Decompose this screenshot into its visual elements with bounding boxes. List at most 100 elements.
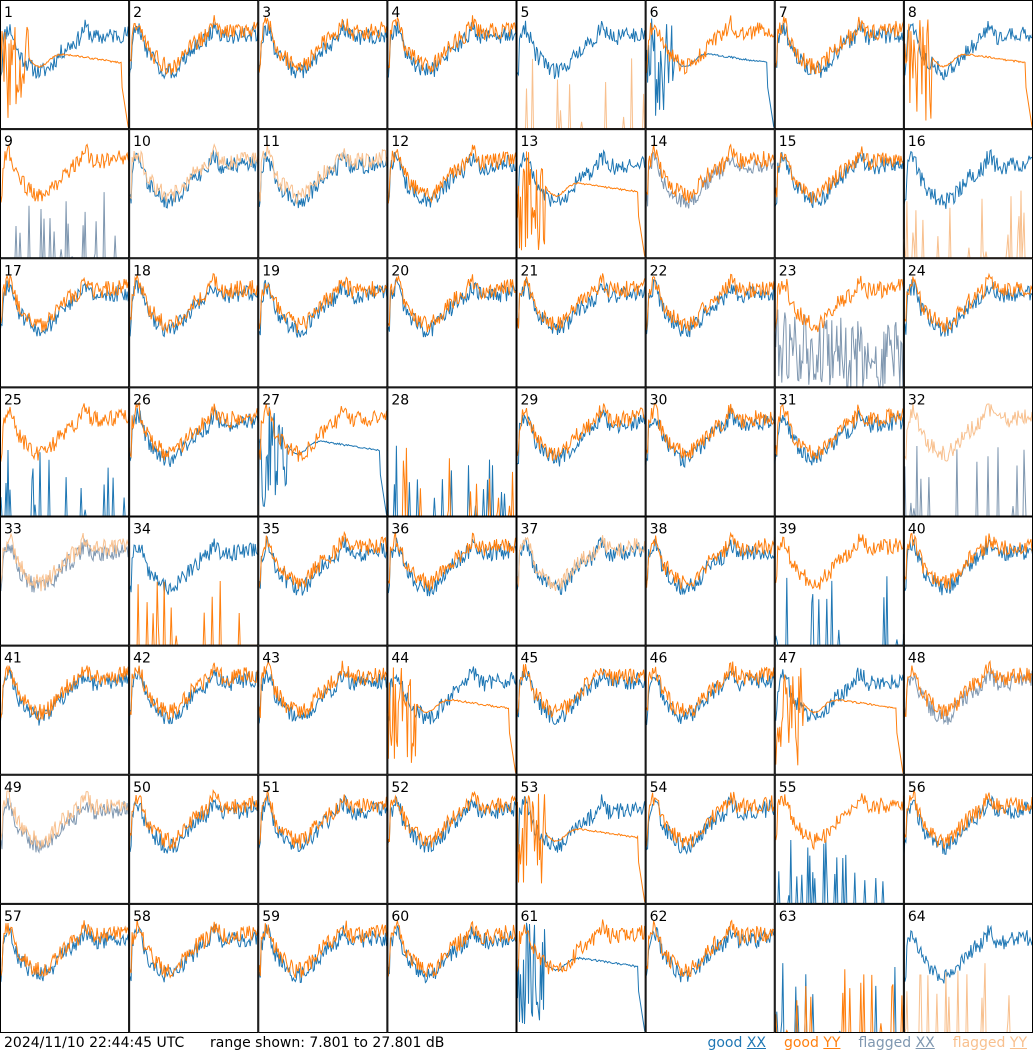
series-xx-line: [903, 795, 1033, 856]
panel-border: [516, 258, 646, 388]
series-xx-line: [387, 151, 517, 208]
panel-label: 16: [908, 134, 926, 150]
panel-63: 63: [774, 903, 904, 1033]
series-yy-line: [645, 661, 775, 717]
panel-label: 60: [391, 909, 409, 925]
series-yy-line: [645, 531, 775, 590]
panel-label: 10: [133, 134, 151, 150]
panel-label: 2: [133, 5, 142, 21]
series-yy-line: [903, 963, 1033, 1033]
panel-56: 56: [903, 774, 1033, 904]
panel-29: 29: [516, 387, 646, 517]
series-xx-line: [645, 796, 775, 855]
panel-23: 23: [774, 258, 904, 388]
series-xx-line: [129, 22, 259, 80]
panel-label: 49: [4, 780, 22, 796]
series-xx-line: [774, 963, 904, 1033]
series-yy-line: [258, 920, 388, 979]
panel-31: 31: [774, 387, 904, 517]
panel-52: 52: [387, 774, 517, 904]
panel-label: 48: [908, 651, 926, 667]
series-xx-line: [774, 21, 904, 78]
panel-label: 51: [262, 780, 280, 796]
series-yy-line: [129, 272, 259, 334]
panel-label: 11: [262, 134, 280, 150]
panel-label: 40: [908, 522, 926, 538]
series-yy-line: [774, 667, 904, 775]
legend-word: flagged: [952, 1035, 1010, 1051]
timestamp: 2024/11/10 22:44:45 UTC: [4, 1035, 185, 1051]
panel-label: 63: [779, 909, 797, 925]
legend-pol: XX: [746, 1035, 766, 1051]
legend-word: good: [707, 1035, 747, 1051]
series-yy-line: [903, 532, 1033, 590]
panel-39: 39: [774, 516, 904, 646]
panel-4: 4: [387, 0, 517, 130]
series-yy-line: [774, 533, 904, 590]
series-yy-line: [516, 919, 646, 975]
series-yy-line: [0, 273, 130, 333]
series-yy-line: [645, 402, 775, 459]
series-xx-line: [129, 538, 259, 595]
panel-10: 10: [129, 129, 259, 259]
series-yy-line: [387, 274, 517, 333]
panel-border: [0, 387, 130, 517]
series-xx-line: [903, 279, 1033, 337]
series-xx-line: [129, 406, 259, 468]
panel-border: [387, 645, 517, 775]
series-yy-line: [516, 151, 646, 259]
panel-label: 45: [521, 651, 539, 667]
legend-item-flagged-xx: flagged XX: [858, 1035, 934, 1051]
panel-53: 53: [516, 774, 646, 904]
panel-label: 56: [908, 780, 926, 796]
series-yy-line: [645, 791, 775, 849]
legend-item-good-xx: good XX: [707, 1035, 766, 1051]
panel-19: 19: [258, 258, 388, 388]
series-xx-line: [516, 536, 646, 595]
panel-label: 5: [521, 5, 530, 21]
panel-label: 42: [133, 651, 151, 667]
panel-58: 58: [129, 903, 259, 1033]
panel-label: 29: [521, 392, 539, 408]
panel-border: [774, 129, 904, 259]
series-xx-line: [516, 20, 646, 79]
series-xx-line: [774, 667, 904, 722]
series-xx-line: [0, 797, 130, 854]
series-yy-line: [129, 788, 259, 851]
panel-border: [387, 258, 517, 388]
panel-label: 32: [908, 392, 926, 408]
panel-label: 21: [521, 263, 539, 279]
panel-label: 55: [779, 780, 797, 796]
panel-border: [645, 774, 775, 904]
series-xx-line: [387, 925, 517, 984]
panel-label: 15: [779, 134, 797, 150]
panel-border: [129, 0, 259, 130]
panel-border: [645, 258, 775, 388]
series-yy-line: [387, 920, 517, 978]
panel-label: 61: [521, 909, 539, 925]
series-xx-line: [516, 149, 646, 210]
series-xx-line: [0, 449, 130, 517]
panel-border: [516, 516, 646, 646]
panel-59: 59: [258, 903, 388, 1033]
panel-26: 26: [129, 387, 259, 517]
series-yy-line: [387, 531, 517, 591]
panel-20: 20: [387, 258, 517, 388]
series-xx-line: [0, 19, 130, 79]
panel-border: [129, 387, 259, 517]
panel-border: [774, 645, 904, 775]
panel-3: 3: [258, 0, 388, 130]
panel-40: 40: [903, 516, 1033, 646]
panel-label: 14: [650, 134, 668, 150]
panel-border: [645, 645, 775, 775]
panel-8: 8: [903, 0, 1033, 130]
series-yy-line: [258, 660, 388, 718]
panel-16: 16: [903, 129, 1033, 259]
series-yy-line: [645, 143, 775, 203]
panel-label: 43: [262, 651, 280, 667]
panel-border: [516, 645, 646, 775]
panel-label: 44: [391, 651, 409, 667]
panel-label: 20: [391, 263, 409, 279]
panel-62: 62: [645, 903, 775, 1033]
series-yy-line: [774, 275, 904, 333]
